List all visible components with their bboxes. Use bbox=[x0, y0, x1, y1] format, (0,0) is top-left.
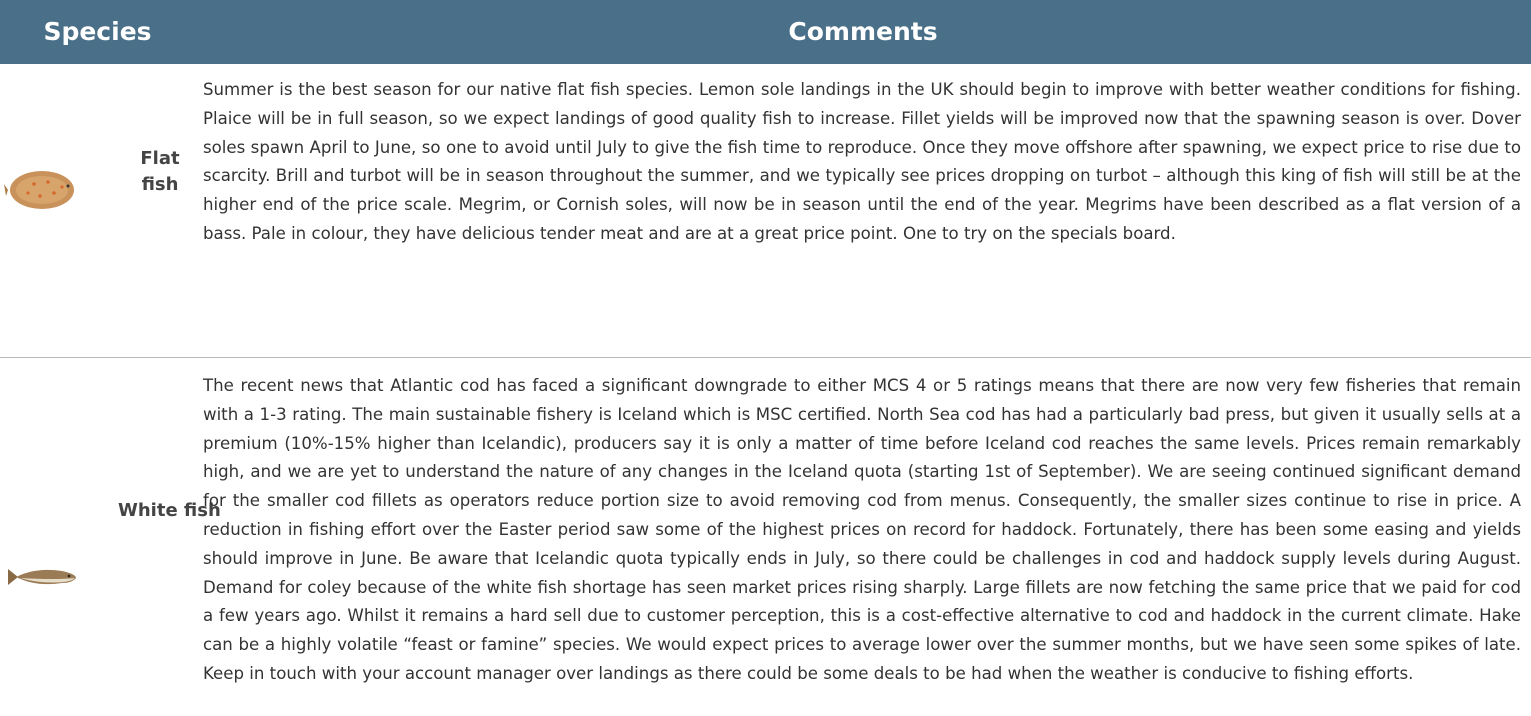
column-header: Comments bbox=[788, 17, 938, 46]
table-header: Species Comments bbox=[0, 0, 1531, 64]
row-separator bbox=[0, 357, 1531, 358]
species-label: White fish bbox=[118, 500, 221, 521]
species-label: Flat fish bbox=[140, 148, 180, 195]
flatfish-icon bbox=[4, 171, 74, 209]
whitefish-icon bbox=[8, 569, 76, 585]
comment-text: The recent news that Atlantic cod has fa… bbox=[203, 376, 1521, 683]
column-header: Species bbox=[43, 17, 152, 46]
comment-text: Summer is the best season for our native… bbox=[203, 80, 1521, 243]
table-row: White fish The recent news that Atlantic… bbox=[0, 358, 1531, 716]
table-row: Flat fish Summer is the best season for … bbox=[0, 64, 1531, 357]
